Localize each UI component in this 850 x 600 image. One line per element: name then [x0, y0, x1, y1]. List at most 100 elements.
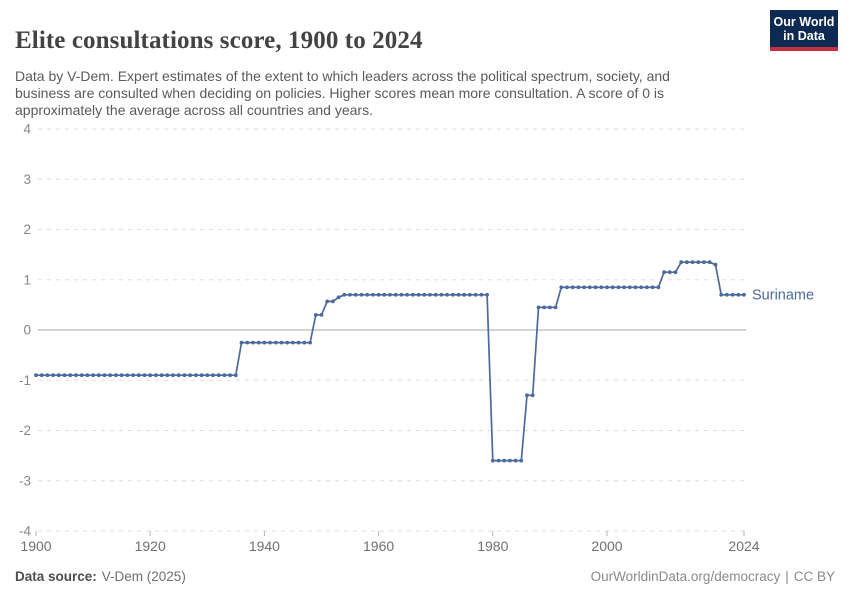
data-point-1955[interactable] — [348, 292, 352, 297]
data-point-1937[interactable] — [245, 340, 250, 345]
data-point-2015[interactable] — [690, 260, 695, 265]
data-point-1995[interactable] — [576, 285, 581, 290]
data-point-1905[interactable] — [62, 373, 67, 378]
data-point-1972[interactable] — [445, 292, 449, 297]
data-point-2022[interactable] — [730, 292, 735, 297]
data-point-1921[interactable] — [154, 373, 158, 378]
data-point-1924[interactable] — [171, 373, 175, 378]
data-point-1901[interactable] — [39, 373, 44, 378]
data-point-1993[interactable] — [565, 285, 569, 290]
data-point-1930[interactable] — [205, 373, 210, 378]
data-point-1960[interactable] — [376, 292, 381, 297]
data-point-1933[interactable] — [222, 373, 227, 378]
data-point-1971[interactable] — [439, 292, 444, 297]
data-point-2005[interactable] — [633, 285, 638, 290]
data-point-1917[interactable] — [131, 373, 136, 378]
data-point-1929[interactable] — [199, 373, 204, 378]
data-point-1969[interactable] — [428, 292, 432, 297]
data-point-2009[interactable] — [656, 285, 661, 290]
data-point-1935[interactable] — [233, 373, 238, 378]
data-point-1982[interactable] — [502, 458, 507, 463]
data-point-1974[interactable] — [456, 292, 461, 297]
data-point-1946[interactable] — [296, 340, 301, 345]
data-point-1918[interactable] — [136, 373, 141, 378]
data-point-1994[interactable] — [570, 285, 575, 290]
data-point-1963[interactable] — [393, 292, 398, 297]
data-point-1970[interactable] — [433, 292, 438, 297]
data-point-1908[interactable] — [79, 373, 84, 378]
data-point-1927[interactable] — [188, 373, 193, 378]
data-point-1980[interactable] — [490, 458, 495, 463]
data-point-1928[interactable] — [194, 373, 198, 378]
data-point-2001[interactable] — [610, 285, 615, 290]
data-point-1966[interactable] — [410, 292, 415, 297]
data-point-1958[interactable] — [365, 292, 370, 297]
data-point-2006[interactable] — [639, 285, 644, 290]
data-point-2011[interactable] — [667, 270, 672, 275]
data-point-2021[interactable] — [725, 292, 729, 297]
data-point-2007[interactable] — [645, 285, 649, 290]
data-point-1913[interactable] — [108, 373, 113, 378]
data-point-1934[interactable] — [228, 373, 233, 378]
data-point-1900[interactable] — [34, 373, 38, 378]
data-point-1985[interactable] — [519, 458, 524, 463]
data-point-1954[interactable] — [342, 292, 347, 297]
data-point-1997[interactable] — [587, 285, 592, 290]
data-point-1931[interactable] — [211, 373, 215, 378]
data-point-1978[interactable] — [479, 292, 484, 297]
data-point-1939[interactable] — [256, 340, 261, 345]
data-point-1925[interactable] — [176, 373, 181, 378]
data-point-1948[interactable] — [308, 340, 312, 345]
data-point-1987[interactable] — [530, 393, 535, 398]
data-point-2023[interactable] — [736, 292, 741, 297]
credit-url-link[interactable]: OurWorldinData.org/democracy — [590, 569, 781, 584]
data-point-1923[interactable] — [165, 373, 170, 378]
data-point-1968[interactable] — [422, 292, 427, 297]
data-point-1996[interactable] — [582, 285, 586, 290]
data-point-1976[interactable] — [468, 292, 472, 297]
data-point-1962[interactable] — [388, 292, 392, 297]
data-point-1991[interactable] — [553, 305, 558, 310]
data-point-1912[interactable] — [102, 373, 107, 378]
data-point-2002[interactable] — [616, 285, 621, 290]
data-point-2018[interactable] — [707, 260, 712, 265]
data-point-1943[interactable] — [279, 340, 284, 345]
data-point-1938[interactable] — [251, 340, 255, 345]
data-point-1910[interactable] — [91, 373, 95, 378]
data-point-2012[interactable] — [673, 270, 678, 275]
data-point-1902[interactable] — [45, 373, 50, 378]
data-point-1989[interactable] — [542, 305, 547, 310]
data-point-1914[interactable] — [114, 373, 118, 378]
data-point-1957[interactable] — [359, 292, 364, 297]
data-point-1965[interactable] — [405, 292, 409, 297]
data-point-1919[interactable] — [142, 373, 147, 378]
data-point-2000[interactable] — [605, 285, 609, 290]
data-point-1926[interactable] — [182, 373, 187, 378]
data-point-1945[interactable] — [291, 340, 295, 345]
data-point-1942[interactable] — [273, 340, 278, 345]
data-point-2017[interactable] — [702, 260, 706, 265]
data-point-2013[interactable] — [679, 260, 684, 265]
data-point-2019[interactable] — [713, 262, 718, 267]
data-point-2020[interactable] — [719, 292, 724, 297]
series-label-suriname[interactable]: Suriname — [752, 287, 814, 303]
data-point-1909[interactable] — [85, 373, 90, 378]
data-point-1977[interactable] — [473, 292, 478, 297]
data-point-1988[interactable] — [536, 305, 541, 310]
data-point-2008[interactable] — [650, 285, 655, 290]
data-point-1952[interactable] — [331, 299, 335, 304]
data-point-1961[interactable] — [382, 292, 387, 297]
data-point-1981[interactable] — [496, 458, 501, 463]
data-point-2024[interactable] — [742, 292, 746, 297]
data-point-1967[interactable] — [416, 292, 421, 297]
data-point-1920[interactable] — [148, 373, 153, 378]
data-point-1947[interactable] — [302, 340, 307, 345]
data-point-2010[interactable] — [662, 270, 666, 275]
data-point-1998[interactable] — [593, 285, 598, 290]
data-point-2003[interactable] — [622, 285, 626, 290]
data-point-1959[interactable] — [371, 292, 375, 297]
data-point-1916[interactable] — [125, 373, 130, 378]
data-point-1983[interactable] — [508, 458, 512, 463]
data-point-1990[interactable] — [548, 305, 552, 310]
